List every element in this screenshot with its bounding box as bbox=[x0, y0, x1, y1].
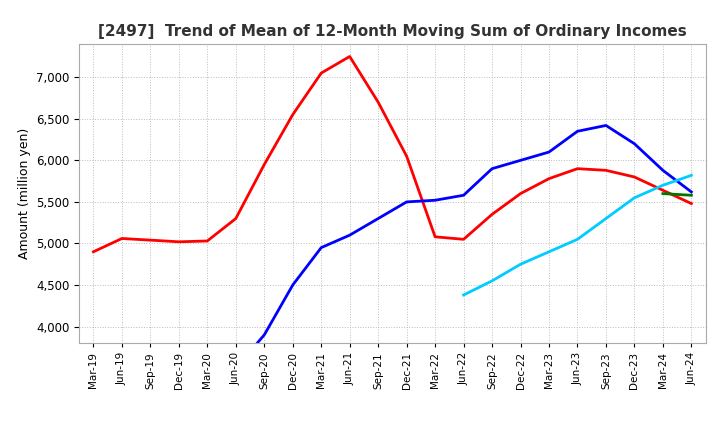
3 Years bbox=[659, 187, 667, 193]
3 Years bbox=[317, 70, 325, 76]
3 Years bbox=[174, 239, 183, 245]
5 Years bbox=[317, 245, 325, 250]
Line: 5 Years: 5 Years bbox=[207, 125, 691, 383]
5 Years bbox=[687, 189, 696, 194]
5 Years bbox=[374, 216, 382, 221]
5 Years bbox=[459, 193, 468, 198]
5 Years bbox=[487, 166, 496, 171]
3 Years bbox=[203, 238, 212, 244]
5 Years bbox=[346, 232, 354, 238]
7 Years bbox=[630, 195, 639, 200]
5 Years bbox=[203, 381, 212, 386]
7 Years bbox=[516, 262, 525, 267]
3 Years bbox=[146, 238, 155, 243]
3 Years bbox=[289, 112, 297, 117]
3 Years bbox=[402, 154, 411, 159]
10 Years bbox=[659, 191, 667, 196]
3 Years bbox=[602, 168, 611, 173]
3 Years bbox=[431, 234, 439, 239]
5 Years bbox=[289, 282, 297, 288]
3 Years bbox=[487, 212, 496, 217]
3 Years bbox=[545, 176, 554, 181]
3 Years bbox=[260, 162, 269, 167]
7 Years bbox=[659, 183, 667, 188]
Line: 10 Years: 10 Years bbox=[663, 194, 691, 195]
7 Years bbox=[573, 237, 582, 242]
3 Years bbox=[687, 201, 696, 206]
5 Years bbox=[260, 332, 269, 337]
7 Years bbox=[545, 249, 554, 254]
5 Years bbox=[402, 199, 411, 205]
3 Years bbox=[117, 236, 126, 241]
3 Years bbox=[374, 99, 382, 105]
Y-axis label: Amount (million yen): Amount (million yen) bbox=[17, 128, 30, 259]
5 Years bbox=[602, 123, 611, 128]
7 Years bbox=[487, 278, 496, 283]
3 Years bbox=[459, 237, 468, 242]
5 Years bbox=[659, 168, 667, 173]
5 Years bbox=[545, 150, 554, 155]
3 Years bbox=[346, 54, 354, 59]
5 Years bbox=[516, 158, 525, 163]
3 Years bbox=[89, 249, 98, 254]
3 Years bbox=[630, 174, 639, 180]
7 Years bbox=[459, 292, 468, 297]
Line: 7 Years: 7 Years bbox=[464, 175, 691, 295]
3 Years bbox=[516, 191, 525, 196]
7 Years bbox=[687, 172, 696, 178]
5 Years bbox=[630, 141, 639, 147]
5 Years bbox=[573, 128, 582, 134]
3 Years bbox=[573, 166, 582, 171]
Title: [2497]  Trend of Mean of 12-Month Moving Sum of Ordinary Incomes: [2497] Trend of Mean of 12-Month Moving … bbox=[98, 24, 687, 39]
Line: 3 Years: 3 Years bbox=[94, 56, 691, 252]
7 Years bbox=[602, 216, 611, 221]
5 Years bbox=[431, 198, 439, 203]
3 Years bbox=[232, 216, 240, 221]
5 Years bbox=[232, 366, 240, 371]
Legend: 3 Years, 5 Years, 7 Years, 10 Years: 3 Years, 5 Years, 7 Years, 10 Years bbox=[183, 439, 602, 440]
10 Years bbox=[687, 193, 696, 198]
